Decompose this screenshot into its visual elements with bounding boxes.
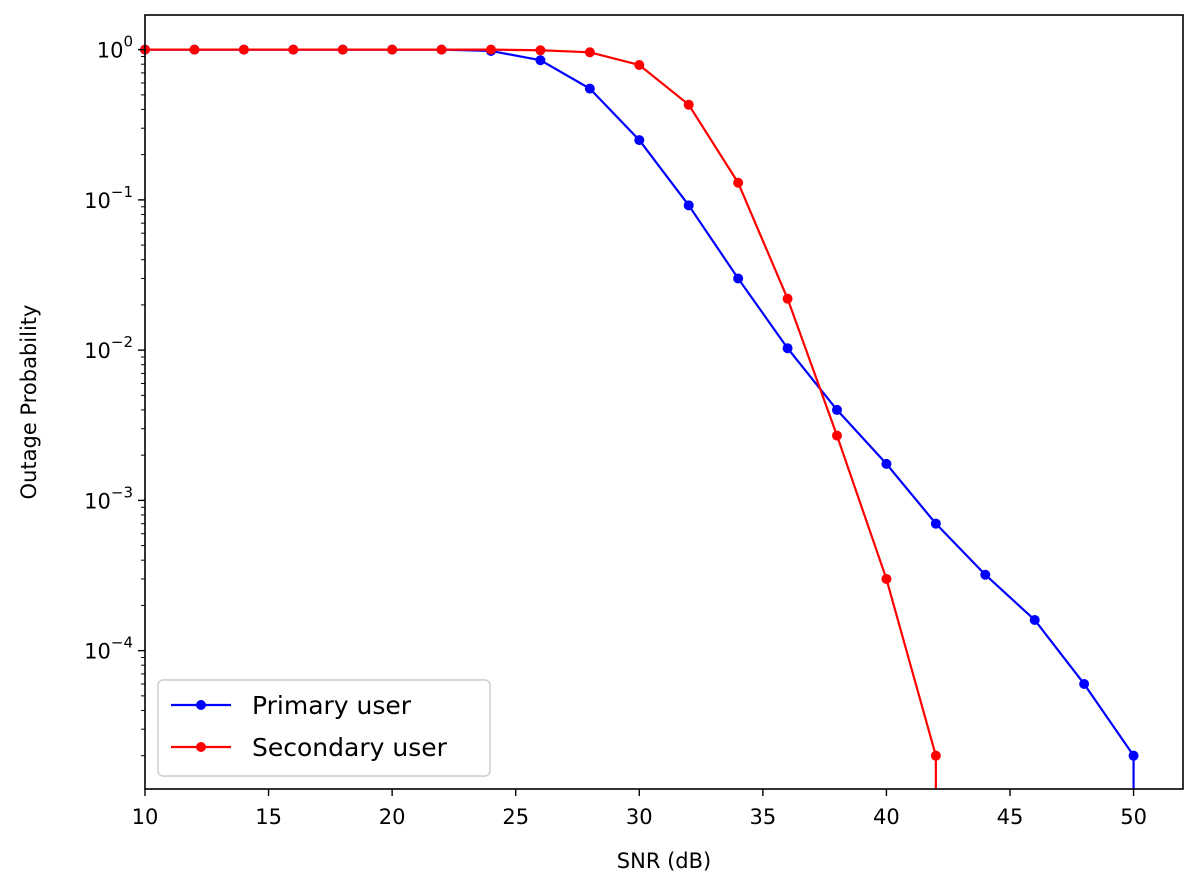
y-tick-label: 10−4 (84, 634, 133, 664)
data-point (189, 44, 200, 55)
data-point (733, 273, 744, 284)
data-point (486, 44, 496, 55)
data-point (436, 44, 447, 55)
x-axis: 10 15 20 25 30 35 40 45 50 (132, 789, 1147, 829)
data-point (584, 83, 595, 94)
data-point (634, 135, 645, 146)
data-point (683, 200, 694, 211)
data-point (634, 60, 645, 71)
y-tick-label: 10−1 (84, 183, 133, 213)
x-tick-label: 35 (749, 805, 776, 829)
data-point (832, 430, 842, 441)
data-point (584, 47, 595, 58)
legend-item: Secondary user (171, 733, 448, 762)
data-point (1128, 750, 1139, 761)
series-line (145, 48, 937, 789)
series-2 (140, 44, 941, 789)
x-tick-label: 30 (626, 805, 653, 829)
data-point (930, 518, 941, 529)
x-tick-label: 20 (379, 805, 406, 829)
y-tick-label: 10−2 (84, 333, 133, 363)
data-point (733, 177, 744, 188)
data-point (535, 55, 546, 66)
legend-item: Primary user (171, 691, 412, 720)
plot-frame (144, 14, 1184, 790)
y-tick-label: 10−3 (84, 483, 133, 513)
series-1 (140, 44, 1139, 789)
data-point (980, 569, 991, 580)
data-point (1029, 614, 1040, 625)
legend-marker (196, 700, 206, 710)
x-tick-label: 45 (997, 805, 1024, 829)
y-axis-title: Outage Probability (17, 305, 41, 500)
legend-marker (196, 742, 206, 752)
y-axis: 100 10−1 10−2 10−3 10−4 (84, 33, 145, 757)
plot-marks (140, 44, 1139, 789)
x-tick-label: 50 (1120, 805, 1147, 829)
x-tick-label: 25 (502, 805, 529, 829)
x-tick-label: 40 (873, 805, 900, 829)
data-point (930, 750, 941, 761)
legend: Primary user Secondary user (157, 679, 491, 777)
data-point (238, 44, 249, 55)
x-tick-label: 15 (255, 805, 282, 829)
data-point (881, 573, 892, 584)
x-tick-label: 10 (132, 805, 159, 829)
data-point (683, 99, 694, 110)
legend-label: Secondary user (252, 733, 448, 762)
data-point (782, 293, 793, 304)
x-axis-title: SNR (dB) (617, 849, 711, 873)
data-point (881, 458, 892, 469)
data-point (832, 404, 842, 415)
legend-box (157, 679, 491, 777)
data-point (1079, 678, 1090, 689)
data-point (535, 45, 546, 56)
series-line (145, 48, 1135, 789)
data-point (782, 343, 793, 354)
data-point (337, 44, 348, 55)
data-point (288, 44, 299, 55)
data-point (387, 44, 398, 55)
y-tick-label: 100 (97, 33, 133, 63)
legend-label: Primary user (252, 691, 412, 720)
